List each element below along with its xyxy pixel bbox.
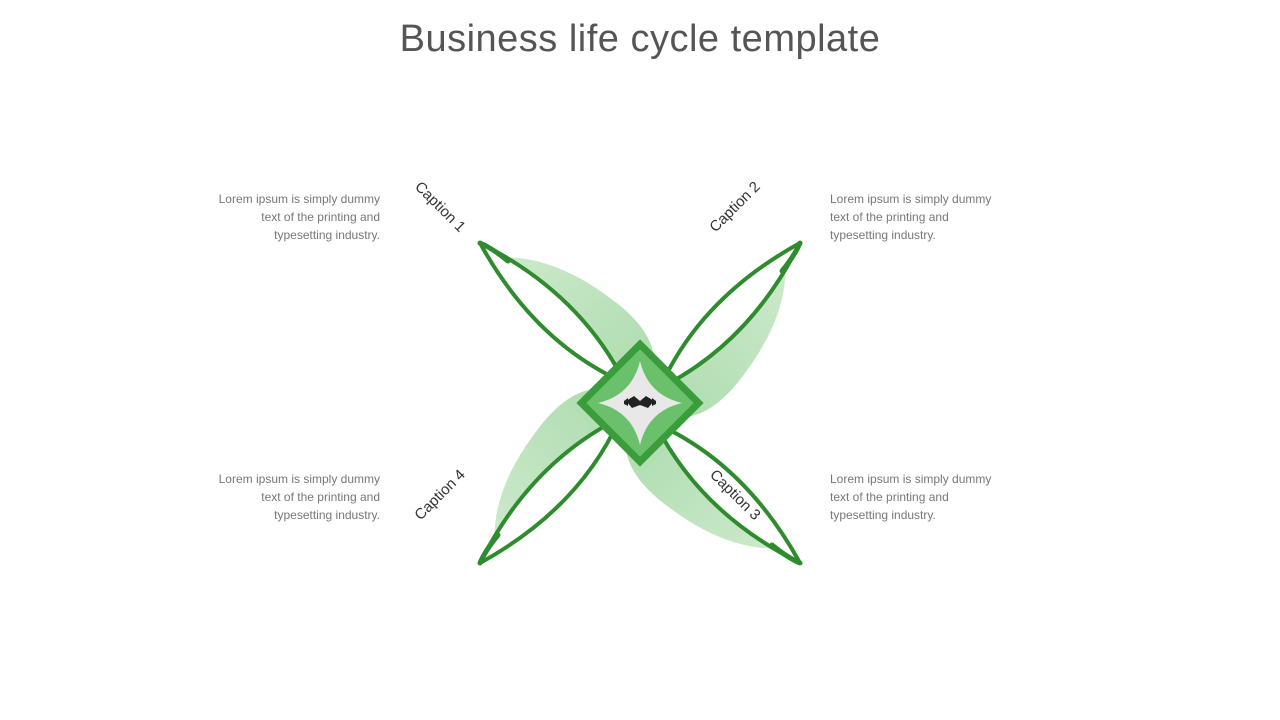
desc-4: Lorem ipsum is simply dummy text of the … (200, 470, 380, 524)
desc-1: Lorem ipsum is simply dummy text of the … (200, 190, 380, 244)
page-title: Business life cycle template (0, 18, 1280, 61)
desc-2: Lorem ipsum is simply dummy text of the … (830, 190, 1010, 244)
desc-3: Lorem ipsum is simply dummy text of the … (830, 470, 1010, 524)
